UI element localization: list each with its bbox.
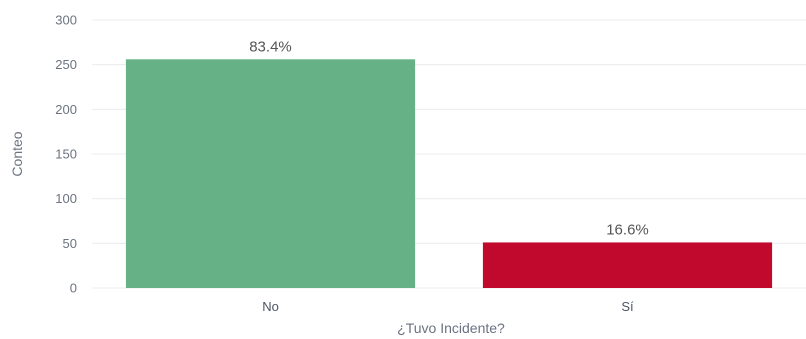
data-labels: 83.4% 16.6% <box>249 38 649 238</box>
y-tick-label: 0 <box>70 281 77 296</box>
bar-si <box>482 242 773 288</box>
y-tick-label: 300 <box>55 13 77 28</box>
y-axis-ticks: 0 50 100 150 200 250 300 <box>55 13 77 296</box>
bar-no <box>125 59 416 288</box>
x-axis-title: ¿Tuvo Incidente? <box>397 320 505 336</box>
x-tick-label: Sí <box>621 299 634 314</box>
x-tick-label: No <box>262 299 279 314</box>
bar-data-label: 16.6% <box>606 221 649 238</box>
y-tick-label: 200 <box>55 102 77 117</box>
y-tick-label: 250 <box>55 57 77 72</box>
y-tick-label: 50 <box>63 236 77 251</box>
x-axis-ticks: No Sí <box>262 299 634 314</box>
bars <box>125 59 773 288</box>
y-axis-title: Conteo <box>9 131 25 176</box>
bar-data-label: 83.4% <box>249 38 292 55</box>
y-tick-label: 150 <box>55 147 77 162</box>
y-tick-label: 100 <box>55 191 77 206</box>
